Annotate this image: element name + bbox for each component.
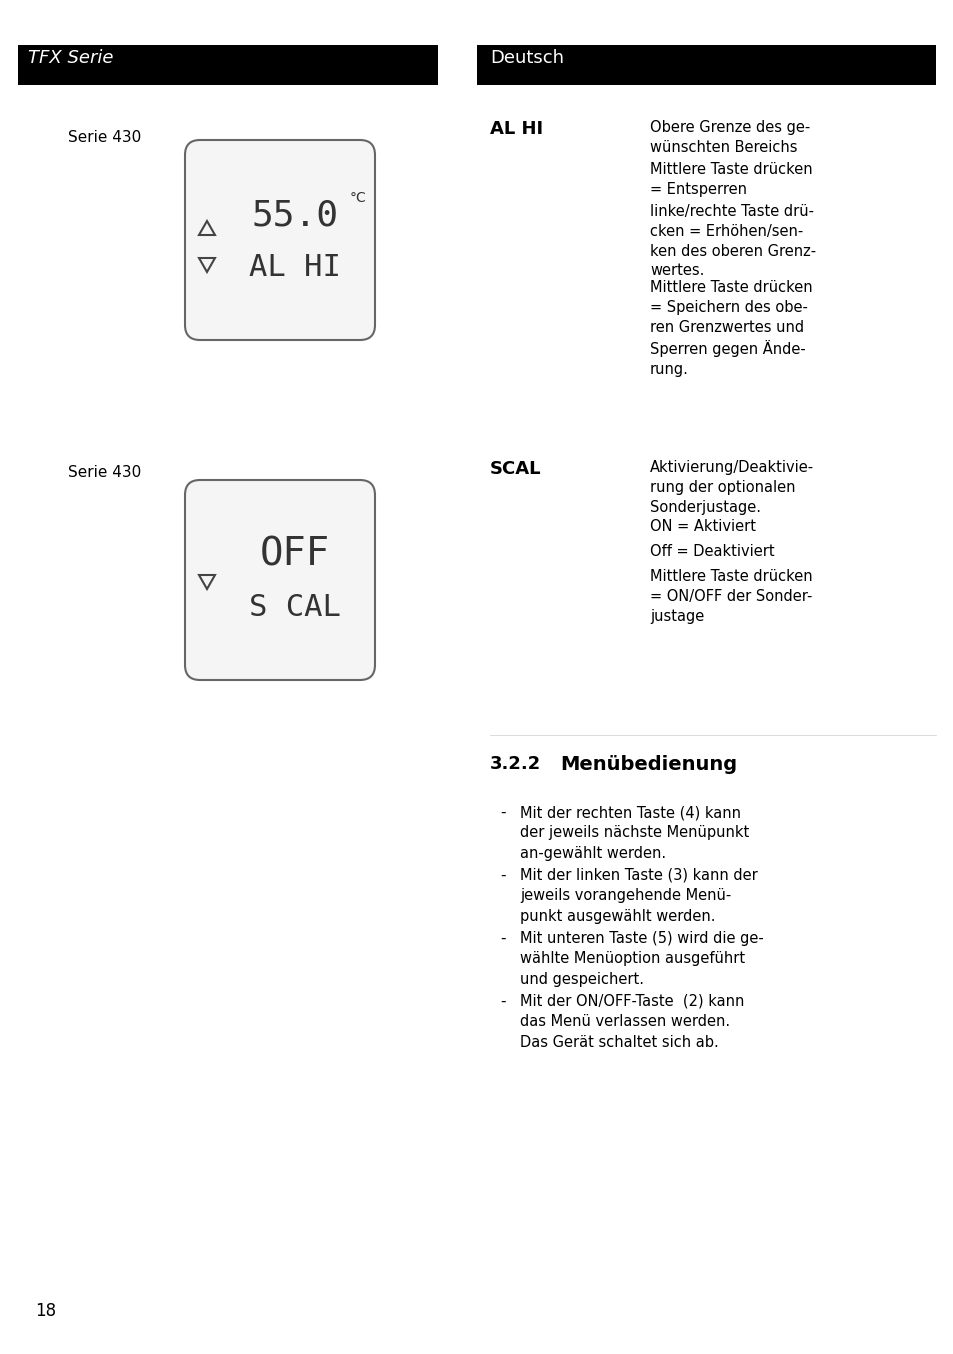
- FancyBboxPatch shape: [18, 45, 437, 85]
- Text: Mit der ON/OFF-Taste  (2) kann
das Menü verlassen werden.
Das Gerät schaltet sic: Mit der ON/OFF-Taste (2) kann das Menü v…: [519, 994, 743, 1049]
- Text: Mit der linken Taste (3) kann der
jeweils vorangehende Menü-
punkt ausgewählt we: Mit der linken Taste (3) kann der jeweil…: [519, 868, 757, 923]
- Text: Mit der rechten Taste (4) kann
der jeweils nächste Menüpunkt
an-gewählt werden.: Mit der rechten Taste (4) kann der jewei…: [519, 806, 748, 861]
- Text: Serie 430: Serie 430: [68, 464, 141, 481]
- FancyBboxPatch shape: [476, 45, 935, 85]
- Text: S CAL: S CAL: [249, 593, 340, 623]
- Text: Menübedienung: Menübedienung: [559, 756, 737, 774]
- Text: OFF: OFF: [259, 536, 330, 574]
- Text: 55.0: 55.0: [252, 198, 338, 232]
- Text: ON = Aktiviert: ON = Aktiviert: [649, 519, 755, 533]
- Text: AL HI: AL HI: [249, 253, 340, 283]
- Text: -: -: [499, 932, 505, 946]
- Text: TFX Serie: TFX Serie: [28, 49, 113, 66]
- Text: 18: 18: [35, 1303, 56, 1320]
- FancyBboxPatch shape: [185, 481, 375, 680]
- Text: Aktivierung/Deaktivie-
rung der optionalen
Sonderjustage.: Aktivierung/Deaktivie- rung der optional…: [649, 460, 813, 515]
- Text: SCAL: SCAL: [490, 460, 541, 478]
- Text: -: -: [499, 868, 505, 883]
- Text: AL HI: AL HI: [490, 121, 542, 138]
- Text: -: -: [499, 994, 505, 1009]
- Text: 3.2.2: 3.2.2: [490, 756, 540, 773]
- Text: °C: °C: [349, 191, 366, 204]
- Text: Obere Grenze des ge-
wünschten Bereichs: Obere Grenze des ge- wünschten Bereichs: [649, 121, 809, 154]
- Text: Mit unteren Taste (5) wird die ge-
wählte Menüoption ausgeführt
und gespeichert.: Mit unteren Taste (5) wird die ge- wählt…: [519, 932, 763, 987]
- Text: Mittlere Taste drücken
= ON/OFF der Sonder-
justage: Mittlere Taste drücken = ON/OFF der Sond…: [649, 569, 812, 624]
- FancyBboxPatch shape: [185, 139, 375, 340]
- Text: -: -: [499, 806, 505, 821]
- Text: Mittlere Taste drücken
= Entsperren: Mittlere Taste drücken = Entsperren: [649, 162, 812, 196]
- Text: Serie 430: Serie 430: [68, 130, 141, 145]
- Text: Deutsch: Deutsch: [490, 49, 563, 66]
- Text: Off = Deaktiviert: Off = Deaktiviert: [649, 544, 774, 559]
- Text: Mittlere Taste drücken
= Speichern des obe-
ren Grenzwertes und
Sperren gegen Än: Mittlere Taste drücken = Speichern des o…: [649, 280, 812, 376]
- Text: linke/rechte Taste drü-
cken = Erhöhen/sen-
ken des oberen Grenz-
wertes.: linke/rechte Taste drü- cken = Erhöhen/s…: [649, 204, 815, 279]
